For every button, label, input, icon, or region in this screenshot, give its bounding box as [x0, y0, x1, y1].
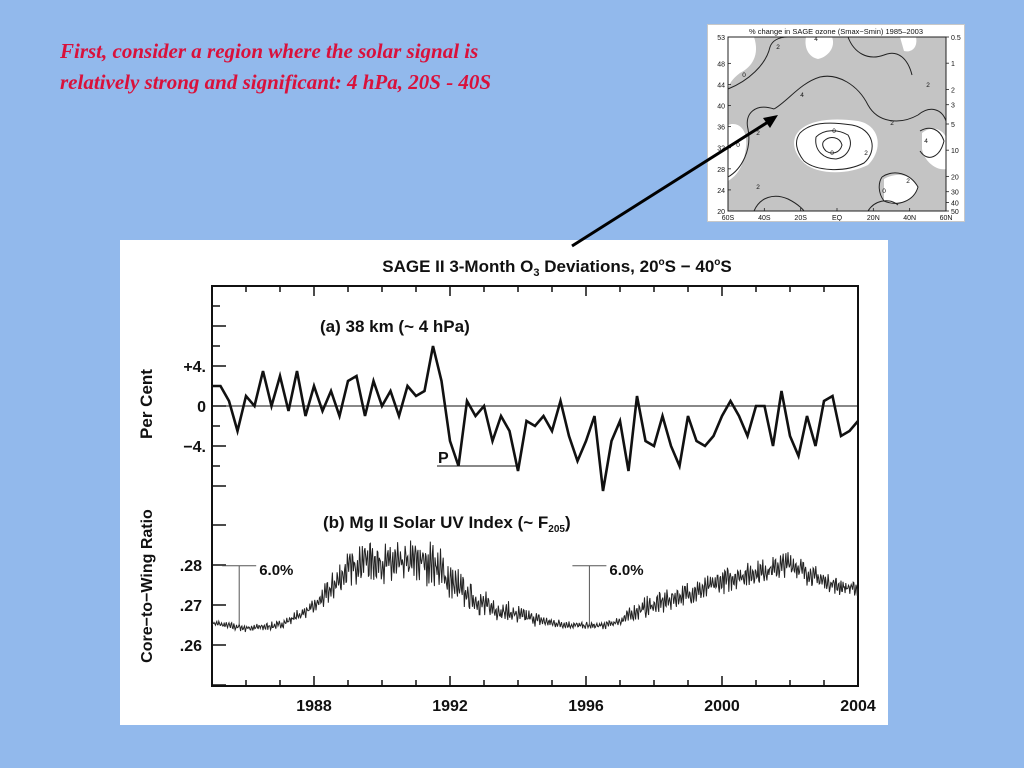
- x-tick-label: 1988: [296, 698, 332, 715]
- inset-x-tick-label: 60N: [940, 215, 953, 221]
- inset-y-tick-label: 40: [717, 104, 725, 111]
- inset-y-tick-label: 53: [717, 35, 725, 42]
- inset-contour-label: 2: [756, 130, 760, 137]
- inset-contour-label: 4: [800, 92, 804, 99]
- inset-right-tick-label: 50: [951, 209, 959, 216]
- slide-heading: First, consider a region where the solar…: [60, 36, 700, 98]
- x-tick-label: 2000: [704, 698, 740, 715]
- inset-unshaded-region: [922, 128, 946, 170]
- inset-contour-label: 0: [830, 150, 834, 157]
- inset-title: % change in SAGE ozone (Smax−Smin) 1985–…: [749, 27, 923, 36]
- inset-contour-line: [815, 130, 851, 160]
- inset-y-tick-label: 44: [717, 82, 725, 89]
- panel-a-y-tick-label: 0: [197, 399, 206, 416]
- inset-contour-label: 2: [756, 184, 760, 191]
- inset-y-tick-label: 20: [717, 209, 725, 216]
- inset-contour-line: [917, 108, 947, 122]
- panel-a-series-line: [212, 345, 859, 492]
- inset-contour-line: [773, 75, 919, 122]
- inset-right-tick-label: 40: [951, 201, 959, 208]
- panel-a-y-tick-label: +4.: [183, 359, 206, 376]
- inset-y-tick-label: 48: [717, 61, 725, 68]
- inset-x-tick-label: 40S: [758, 215, 771, 221]
- inset-contour-label: 0: [742, 72, 746, 79]
- x-tick-label: 1992: [432, 698, 468, 715]
- inset-contour-line: [727, 36, 789, 90]
- ozone-deviation-chart: SAGE II 3-Month O3 Deviations, 20oS − 40…: [120, 240, 888, 725]
- inset-unshaded-region: [794, 119, 878, 173]
- inset-contour-label: 0: [736, 142, 740, 149]
- inset-x-tick-label: 20S: [794, 215, 807, 221]
- inset-contour-line: [878, 172, 919, 204]
- inset-contour-line: [847, 36, 913, 76]
- inset-x-tick-label: 40N: [903, 215, 916, 221]
- inset-contour-label: 2: [906, 178, 910, 185]
- panel-b-annotation: 6.0%: [259, 562, 293, 579]
- inset-contour-label: 4: [814, 36, 818, 43]
- inset-unshaded-region: [805, 37, 834, 59]
- panel-b-label: (b) Mg II Solar UV Index (~ F205): [323, 513, 571, 535]
- panel-b-y-tick-label: .27: [180, 598, 202, 615]
- inset-contour-label: 2: [890, 120, 894, 127]
- panel-b-annotation: 6.0%: [609, 562, 643, 579]
- inset-contour-label: 0: [832, 128, 836, 135]
- x-tick-label: 1996: [568, 698, 604, 715]
- inset-right-tick-label: 1: [951, 61, 955, 68]
- inset-y-tick-label: 28: [717, 167, 725, 174]
- inset-unshaded-region: [900, 37, 917, 52]
- inset-right-tick-label: 30: [951, 190, 959, 197]
- inset-contour-label: 2: [864, 150, 868, 157]
- inset-unshaded-region: [884, 174, 918, 204]
- panel-b-ylabel: Core−to−Wing Ratio: [139, 509, 156, 663]
- panel-a-annotation: P: [438, 450, 449, 467]
- inset-right-tick-label: 3: [951, 103, 955, 110]
- inset-contour-label: 0: [882, 188, 886, 195]
- inset-y-tick-label: 32: [717, 146, 725, 153]
- panel-a-y-tick-label: −4.: [183, 439, 206, 456]
- inset-contour-label: 2: [926, 82, 930, 89]
- inset-contour-svg: % change in SAGE ozone (Smax−Smin) 1985–…: [717, 27, 961, 222]
- inset-right-tick-label: 0.5: [951, 35, 961, 42]
- inset-contour-line: [867, 200, 899, 212]
- inset-contour-label: 4: [924, 138, 928, 145]
- inset-right-tick-label: 2: [951, 87, 955, 94]
- inset-y-tick-label: 24: [717, 188, 725, 195]
- heading-line-1: First, consider a region where the solar…: [60, 39, 479, 63]
- main-chart-svg: SAGE II 3-Month O3 Deviations, 20oS − 40…: [137, 257, 876, 715]
- inset-contour-line: [822, 137, 843, 154]
- inset-contour-label: 2: [776, 44, 780, 51]
- inset-right-tick-label: 5: [951, 122, 955, 129]
- inset-contour-map: % change in SAGE ozone (Smax−Smin) 1985–…: [707, 24, 965, 222]
- inset-contour-line: [919, 127, 945, 158]
- main-chart-title: SAGE II 3-Month O3 Deviations, 20oS − 40…: [382, 257, 731, 279]
- inset-x-tick-label: EQ: [832, 215, 843, 221]
- panel-a-label: (a) 38 km (~ 4 hPa): [320, 317, 470, 336]
- panel-a-ylabel: Per Cent: [137, 369, 156, 439]
- inset-contour-line: [796, 122, 873, 171]
- panel-b-y-tick-label: .26: [180, 638, 202, 655]
- inset-y-tick-label: 36: [717, 125, 725, 132]
- heading-line-2: relatively strong and significant: 4 hPa…: [60, 70, 492, 94]
- inset-right-tick-label: 20: [951, 174, 959, 181]
- inset-unshaded-region: [728, 37, 757, 91]
- panel-b-series-line: [211, 540, 859, 633]
- inset-right-tick-label: 10: [951, 148, 959, 155]
- inset-x-tick-label: 20N: [867, 215, 880, 221]
- x-tick-label: 2004: [840, 698, 876, 715]
- panel-b-y-tick-label: .28: [180, 558, 202, 575]
